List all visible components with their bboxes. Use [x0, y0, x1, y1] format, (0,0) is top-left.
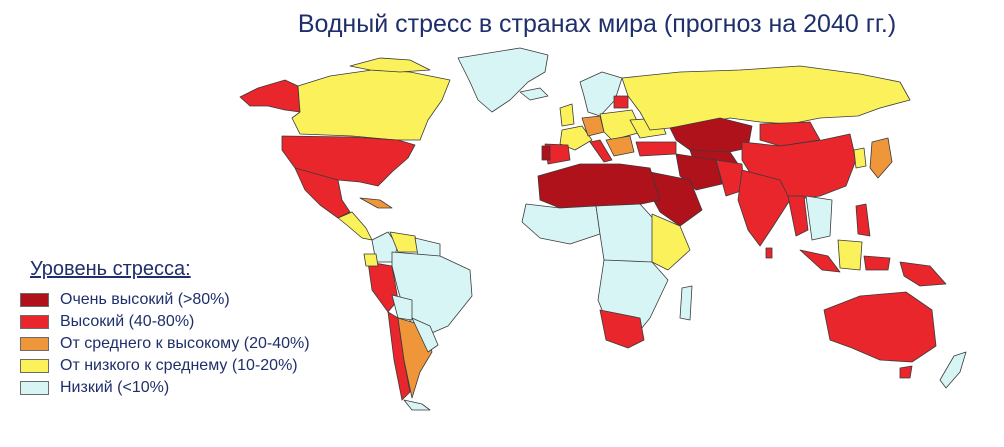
indonesia-1: [799, 249, 841, 273]
new-guinea: [899, 261, 947, 287]
legend-rows: Очень высокий (>80%) Высокий (40-80%) От с…: [20, 289, 310, 399]
legend-label: Очень высокий (>80%): [60, 291, 230, 308]
scandinavia: [579, 71, 623, 117]
east-africa: [651, 213, 691, 271]
italy: [589, 139, 613, 163]
russia: [621, 65, 911, 131]
ecuador: [363, 253, 379, 267]
tasmania: [899, 365, 913, 379]
legend-swatch: [20, 315, 49, 329]
legend-item: Высокий (40-80%): [20, 311, 310, 333]
legend-item: От низкого к среднему (10-20%): [20, 355, 310, 377]
legend-label: Высокий (40-80%): [60, 313, 195, 330]
uk: [559, 103, 575, 127]
greenland: [457, 47, 549, 113]
legend-swatch: [20, 337, 49, 351]
japan: [869, 137, 893, 179]
canada-islands: [349, 57, 431, 73]
canada: [291, 69, 451, 141]
baltics: [613, 95, 629, 109]
legend: Уровень стресса: Очень высокий (>80%) Выс…: [20, 258, 310, 399]
turkey: [635, 141, 677, 157]
madagascar: [679, 285, 693, 321]
legend-label: Низкий (<10%): [60, 379, 170, 396]
legend-swatch: [20, 359, 49, 373]
indochina: [805, 195, 833, 241]
cuba: [359, 197, 393, 209]
legend-label: От низкого к среднему (10-20%): [60, 357, 298, 374]
south-africa: [599, 309, 645, 349]
paraguay-uruguay: [411, 317, 439, 353]
kazakhstan: [669, 117, 753, 155]
north-africa: [537, 163, 661, 209]
tierra-del-fuego: [403, 399, 431, 411]
map-title: Водный стресс в странах мира (прогноз на…: [297, 10, 897, 38]
new-zealand: [939, 351, 967, 389]
legend-title: Уровень стресса:: [30, 258, 191, 280]
central-america: [337, 211, 373, 241]
balkans: [605, 135, 635, 157]
west-africa: [521, 203, 601, 245]
bolivia: [391, 294, 413, 321]
eastern-europe: [599, 109, 643, 141]
myanmar: [787, 195, 809, 237]
korea: [853, 147, 867, 169]
legend-swatch: [20, 381, 49, 395]
australia: [823, 291, 937, 363]
portugal: [541, 145, 551, 161]
legend-swatch: [20, 293, 49, 307]
legend-item: Очень высокий (>80%): [20, 289, 310, 311]
sri-lanka: [765, 247, 773, 259]
legend-item: От среднего к высокому (20-40%): [20, 333, 310, 355]
india: [737, 169, 791, 247]
legend-label: От среднего к высокому (20-40%): [60, 335, 310, 352]
peru: [367, 261, 399, 313]
indonesia-east: [863, 255, 891, 271]
borneo: [837, 239, 863, 271]
philippines: [855, 203, 871, 237]
iceland: [519, 87, 549, 101]
alaska: [239, 79, 301, 113]
legend-item: Низкий (<10%): [20, 377, 310, 399]
france: [559, 125, 593, 151]
